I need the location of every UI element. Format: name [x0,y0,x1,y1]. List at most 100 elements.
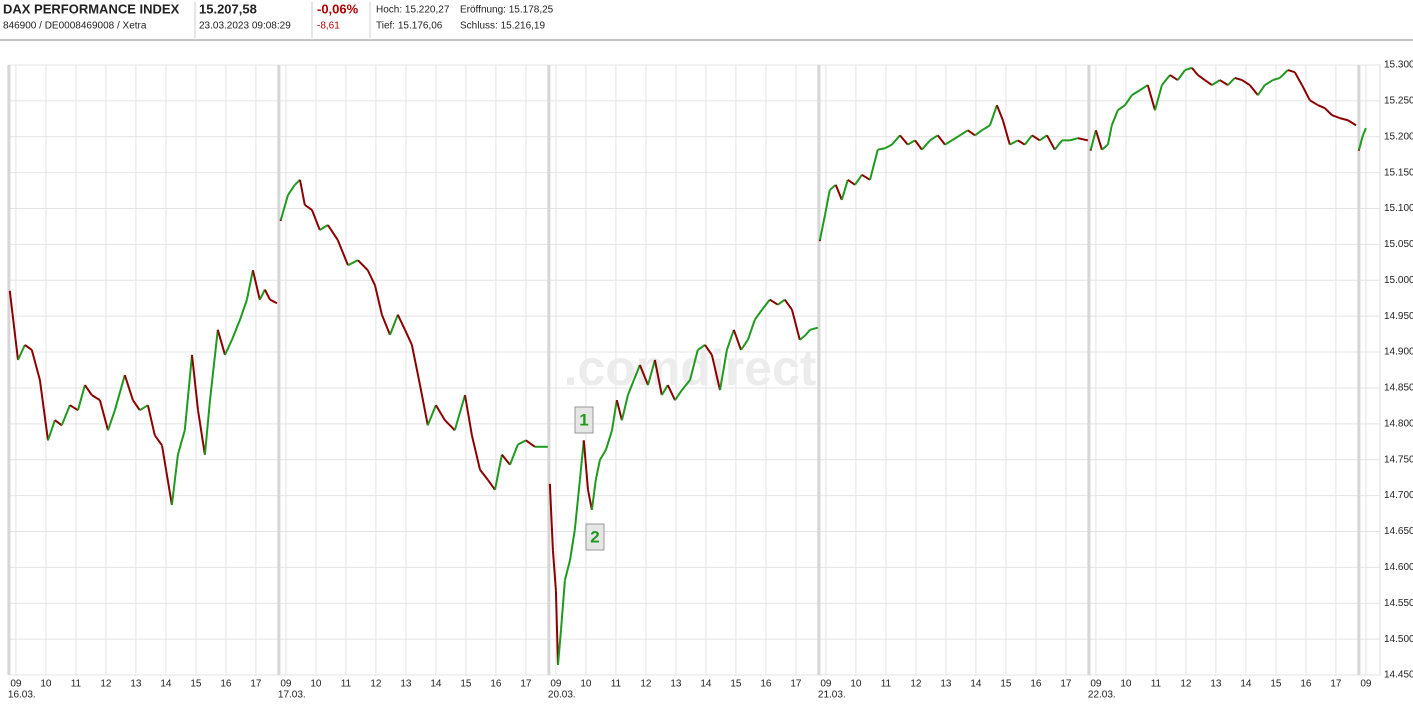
price-segment [84,384,93,396]
price-segment [1227,77,1236,86]
y-tick-label: 14.800 [1384,418,1413,429]
x-tick-label: 13 [400,679,412,690]
datetime: 23.03.2023 09:08:29 [199,21,291,32]
price-segment [877,147,886,151]
price-segment [818,214,826,241]
price-segment [1331,114,1341,120]
x-tick-label: 12 [640,679,652,690]
price-segment [404,329,413,346]
price-segment [573,479,581,531]
price-segment [251,270,261,300]
price-segment [374,285,383,315]
price-segment [824,189,831,216]
price-segment [517,439,527,446]
price-segment [139,404,149,412]
price-segment [1257,84,1266,96]
price-segment [582,440,589,490]
x-tick-label: 12 [910,679,922,690]
price-segment [783,299,793,311]
annotation-box [585,523,605,551]
price-segment [869,149,879,181]
price-segment [1264,79,1274,86]
price-segment [264,289,271,301]
x-tick-label: 15 [460,679,472,690]
price-segment [995,104,1004,121]
x-tick-label: 15 [730,679,742,690]
price-segment [854,174,863,186]
price-segment [1293,71,1303,86]
x-tick-label: 16 [760,679,772,690]
price-segment [123,374,134,401]
x-tick-label: 16 [1300,679,1312,690]
price-segment [98,399,109,431]
price-segment [1146,84,1156,111]
price-segment [1317,104,1326,109]
x-tick-label: 11 [341,679,352,690]
price-segment [479,469,489,481]
price-segment [791,309,801,341]
price-segment [287,184,296,196]
price-segment [626,379,635,396]
price-segment [1184,66,1193,71]
day-label: 21.03. [818,690,846,701]
price-segment [719,349,728,391]
price-segment [1358,135,1364,150]
price-segment [1077,137,1089,142]
x-tick-label: 09 [1360,679,1372,690]
price-segment [951,134,961,142]
price-segment [1131,89,1141,96]
x-tick-label: 17 [790,679,802,690]
price-segment [1249,84,1259,96]
price-segment [197,410,206,455]
y-tick-label: 14.600 [1384,562,1413,573]
price-segment [486,479,496,491]
x-tick-label: 15 [1270,679,1282,690]
y-tick-label: 14.550 [1384,598,1413,609]
x-tick-label: 14 [700,679,712,690]
price-segment [557,629,562,666]
price-segment [453,394,466,431]
price-segment [8,291,19,361]
price-segment [239,299,248,321]
x-tick-label: 09 [550,679,562,690]
price-segment [1039,134,1048,142]
header-bg [0,0,1413,40]
price-segment [914,139,923,151]
watermark: .comdirect [564,340,817,396]
price-segment [419,384,429,426]
price-segment [847,179,856,186]
price-segment [470,435,481,470]
y-tick-label: 14.450 [1384,670,1413,681]
price-segment [805,329,811,336]
price-segment [615,399,623,421]
price-segment [1272,76,1281,82]
price-segment [170,454,179,506]
price-segment [605,429,613,450]
price-segment [336,239,349,266]
x-tick-label: 14 [430,679,442,690]
price-segment [366,269,376,286]
price-segment [153,434,163,446]
price-segment [1197,74,1206,81]
x-tick-label: 13 [940,679,952,690]
price-segment [1101,143,1109,151]
price-segment [176,430,186,455]
price-segment [47,419,56,441]
price-segment [829,184,837,191]
price-segment [809,326,819,331]
price-segment [183,354,193,431]
x-tick-label: 17 [520,679,532,690]
price-segment [697,344,706,351]
price-segment [269,298,278,305]
price-segment [653,359,663,396]
price-segment [1211,79,1221,86]
x-tick-label: 10 [40,679,52,690]
x-tick-label: 17 [1330,679,1342,690]
price-segment [279,194,289,221]
price-segment [357,259,369,271]
price-segment [501,454,511,466]
x-tick-label: 14 [160,679,172,690]
price-segment [551,550,557,591]
price-segment [69,404,79,412]
price-segment [725,329,735,351]
